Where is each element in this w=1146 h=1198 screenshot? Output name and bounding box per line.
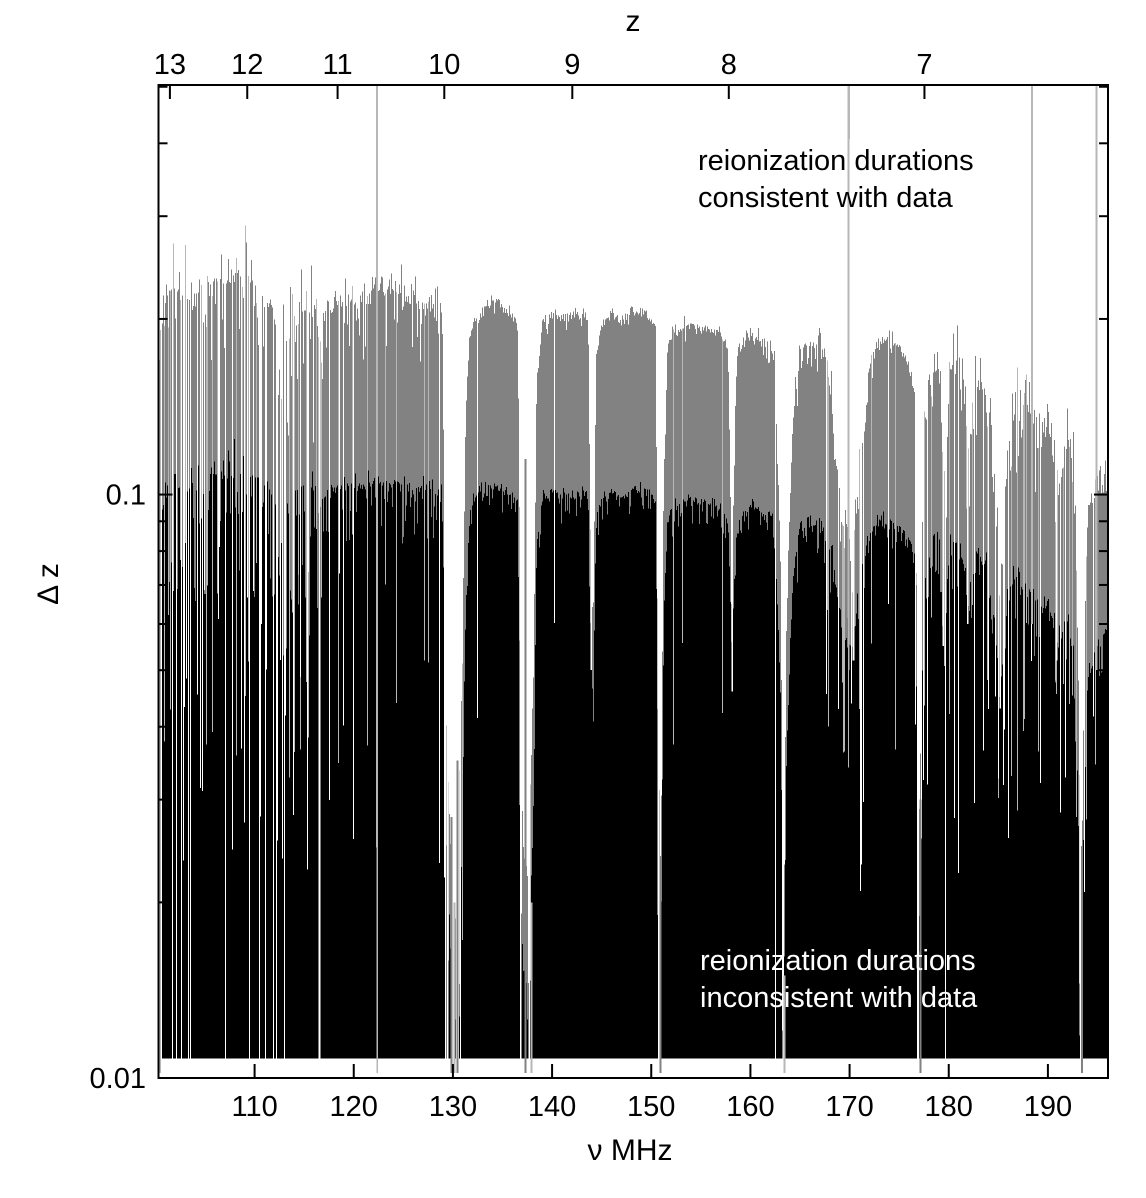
bottom-tick-label-130: 130 [429,1091,477,1123]
shaded-regions [160,225,1108,1059]
left-axis-title: Δ z [32,563,65,605]
bottom-tick-label-140: 140 [528,1091,576,1123]
bottom-tick-label-120: 120 [330,1091,378,1123]
label-inconsistent-region: reionization durations inconsistent with… [700,943,977,1017]
top-tick-label-z-13: 13 [154,49,186,81]
top-tick-label-z-12: 12 [231,49,263,81]
bottom-tick-label-180: 180 [925,1091,973,1123]
top-tick-label-z-10: 10 [428,49,460,81]
left-tick-label-0.1: 0.1 [106,480,146,512]
top-tick-label-z-9: 9 [564,49,580,81]
bottom-tick-label-110: 110 [231,1091,277,1123]
top-tick-label-z-7: 7 [916,49,932,81]
top-tick-label-z-8: 8 [721,49,737,81]
label-consistent-line1: reionization durations [698,145,974,177]
label-inconsistent-line1: reionization durations [700,945,976,977]
left-tick-label-0.01: 0.01 [90,1063,146,1095]
top-tick-label-z-11: 11 [323,49,353,81]
top-axis-title: z [626,5,641,38]
notch-gaps [158,86,1098,1074]
bottom-tick-label-190: 190 [1024,1091,1072,1123]
axis-tick-labels: 13 12 11 10 9 8 7 110 120 130 140 150 160 170 180 190 0.… [90,49,1073,1123]
axis-ticks [159,85,1107,1079]
bottom-tick-label-150: 150 [627,1091,675,1123]
bottom-tick-label-160: 160 [726,1091,774,1123]
label-consistent-region: reionization durations consistent with d… [698,143,974,217]
bottom-axis-title: ν MHz [588,1134,673,1167]
bottom-tick-label-170: 170 [825,1091,873,1123]
label-inconsistent-line2: inconsistent with data [700,982,978,1014]
label-consistent-line2: consistent with data [698,182,953,214]
axes-frame [157,84,1109,1079]
